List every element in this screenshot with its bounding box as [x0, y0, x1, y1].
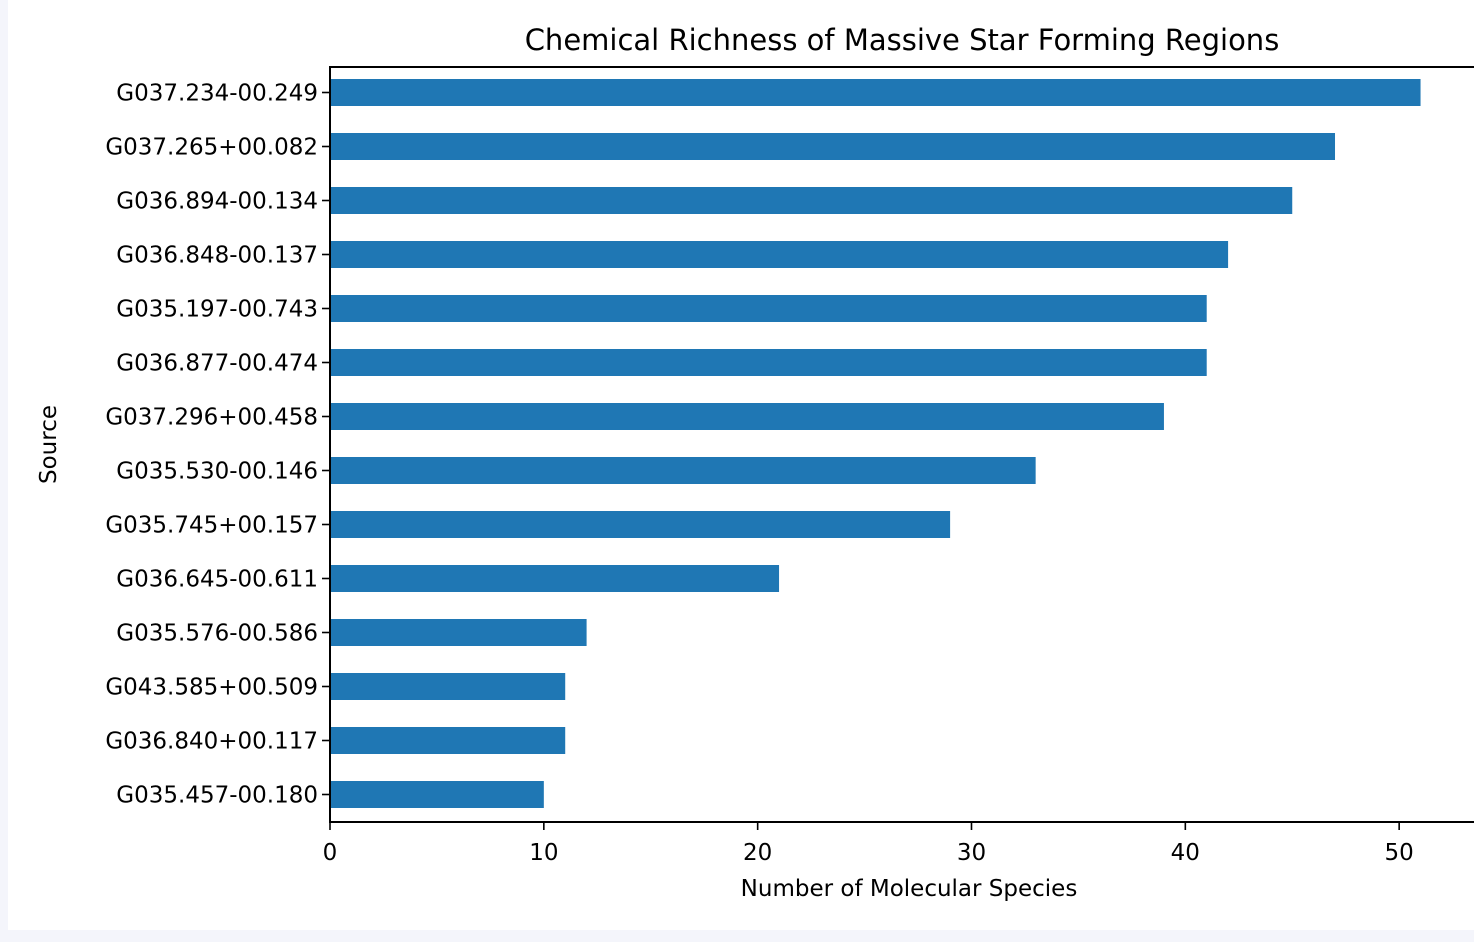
- y-tick-label: G035.576-00.586: [116, 621, 318, 647]
- x-tick-label: 50: [1385, 840, 1414, 866]
- y-axis-label: Source: [36, 405, 62, 484]
- bar-G036.840+00.117: [330, 727, 566, 754]
- y-tick-label: G035.745+00.157: [105, 513, 318, 539]
- bar-G037.234-00.249: [330, 79, 1421, 106]
- bar-G037.265+00.082: [330, 133, 1336, 160]
- chart-container: Chemical Richness of Massive Star Formin…: [8, 0, 1474, 930]
- bar-G036.848-00.137: [330, 241, 1229, 268]
- y-tick-label: G036.877-00.474: [116, 351, 318, 377]
- x-axis-label: Number of Molecular Species: [741, 876, 1078, 902]
- y-tick-label: G035.457-00.180: [116, 783, 318, 809]
- y-tick-label: G036.645-00.611: [116, 567, 318, 593]
- y-tick-label: G036.848-00.137: [116, 243, 318, 269]
- bar-G036.894-00.134: [330, 187, 1293, 214]
- bar-G035.197-00.743: [330, 295, 1207, 322]
- y-tick-label: G037.234-00.249: [116, 81, 318, 107]
- x-tick-label: 30: [957, 840, 986, 866]
- y-tick-label: G043.585+00.509: [105, 675, 318, 701]
- bar-G036.645-00.611: [330, 565, 780, 592]
- x-tick-label: 40: [1171, 840, 1200, 866]
- y-tick-label: G035.530-00.146: [116, 459, 318, 485]
- x-tick-label: 0: [323, 840, 338, 866]
- y-tick-label: G036.840+00.117: [105, 729, 318, 755]
- bar-G036.877-00.474: [330, 349, 1207, 376]
- plot-frame: [329, 66, 1474, 823]
- bar-G035.745+00.157: [330, 511, 951, 538]
- chart-title: Chemical Richness of Massive Star Formin…: [525, 23, 1280, 57]
- y-axis-ticks: G037.234-00.249 G037.265+00.082 G036.894-0…: [105, 81, 330, 809]
- y-tick-label: G037.265+00.082: [105, 135, 318, 161]
- bar-chart: Chemical Richness of Massive Star Formin…: [36, 23, 1474, 902]
- y-tick-label: G035.197-00.743: [116, 297, 318, 323]
- y-tick-label: G037.296+00.458: [105, 405, 318, 431]
- bars-group: [330, 79, 1421, 808]
- x-axis-ticks: 0 10 20 30 40 50: [323, 822, 1414, 866]
- bar-G035.530-00.146: [330, 457, 1036, 484]
- bar-G037.296+00.458: [330, 403, 1164, 430]
- y-tick-label: G036.894-00.134: [116, 189, 318, 215]
- x-tick-label: 20: [743, 840, 772, 866]
- x-tick-label: 10: [529, 840, 558, 866]
- bar-G035.457-00.180: [330, 781, 544, 808]
- bar-G035.576-00.586: [330, 619, 587, 646]
- bar-G043.585+00.509: [330, 673, 566, 700]
